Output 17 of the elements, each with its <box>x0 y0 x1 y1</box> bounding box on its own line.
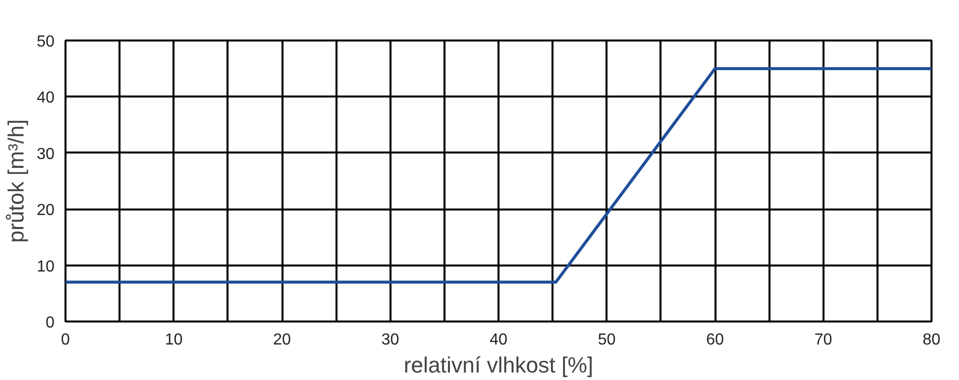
y-tick-label: 10 <box>36 258 55 276</box>
x-tick-label: 40 <box>490 332 508 348</box>
x-axis-title: relativní vlhkost [%] <box>404 352 594 378</box>
y-tick-label: 50 <box>36 34 55 50</box>
x-tick-label: 60 <box>706 332 724 348</box>
x-tick-label: 80 <box>922 332 940 348</box>
y-tick-label: 0 <box>46 314 55 332</box>
x-tick-label: 50 <box>598 332 616 348</box>
y-tick-label: 30 <box>36 146 55 163</box>
x-tick-label: 20 <box>273 332 291 348</box>
x-tick-label: 10 <box>164 332 183 348</box>
y-tick-label: 40 <box>36 90 55 107</box>
y-tick-label: 20 <box>36 202 55 220</box>
x-tick-label: 0 <box>61 332 70 348</box>
y-axis-title: průtok [m³/h] <box>4 119 29 243</box>
x-tick-label: 70 <box>814 332 832 348</box>
x-tick-label: 30 <box>381 332 400 348</box>
